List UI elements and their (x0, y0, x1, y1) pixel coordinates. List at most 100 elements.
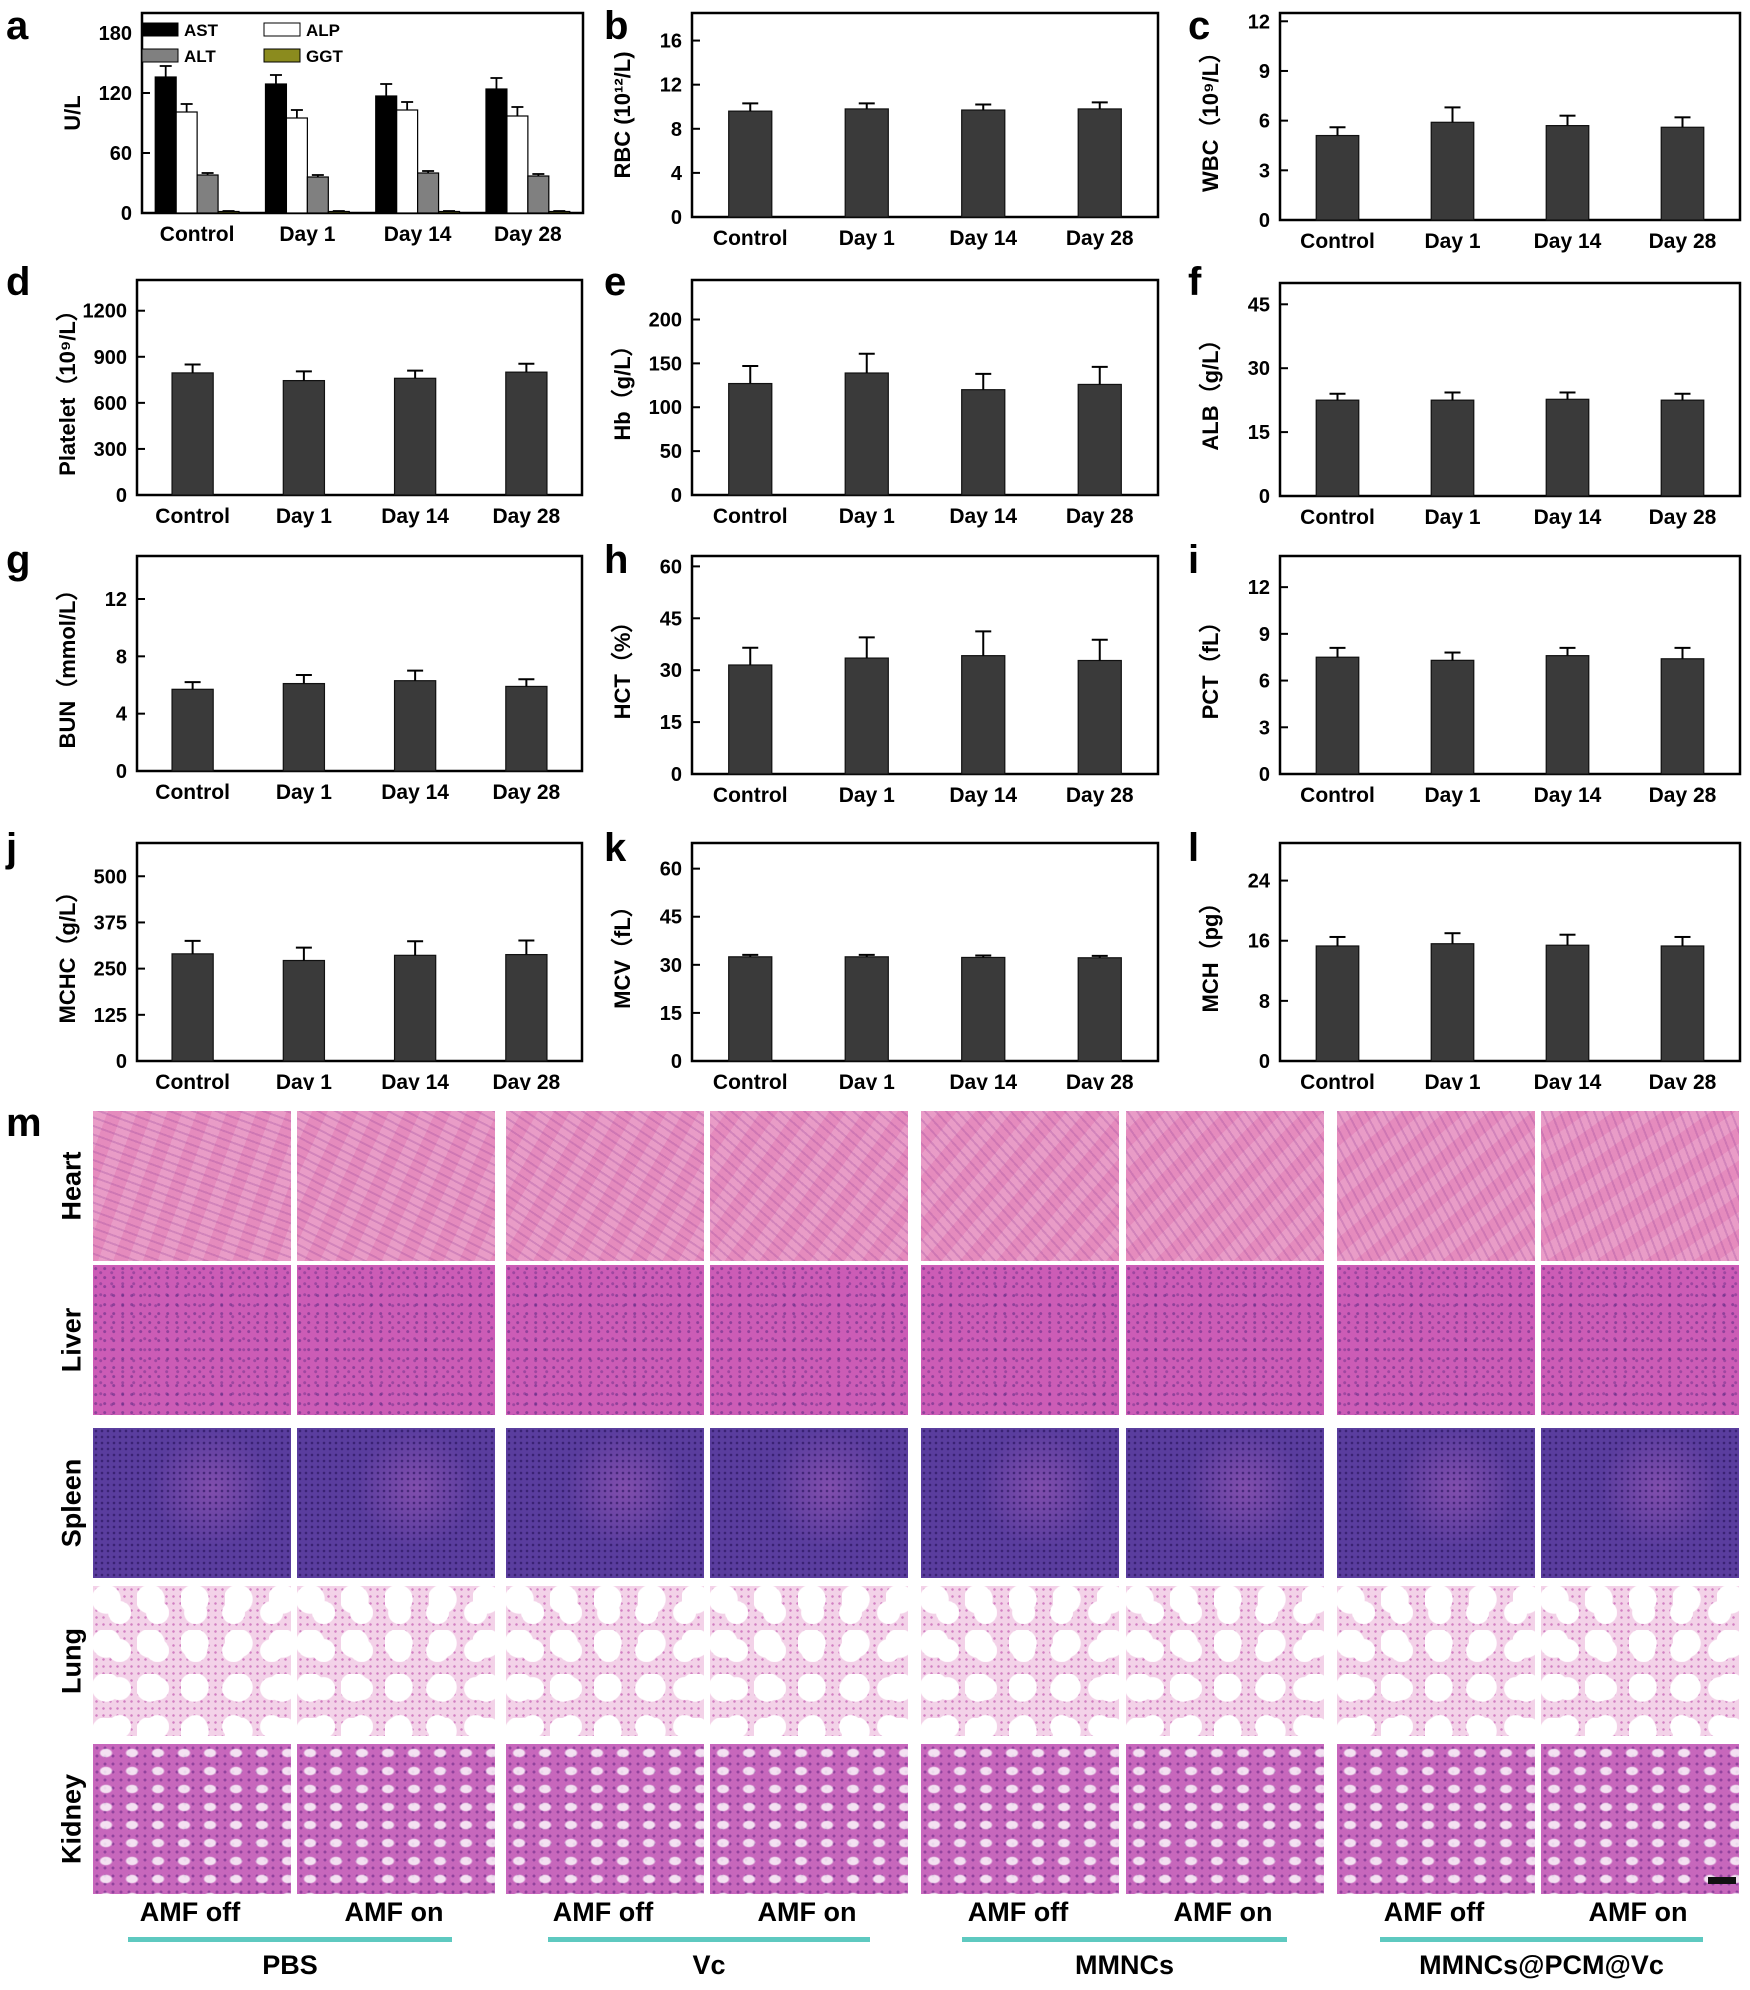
group-underline (1380, 1937, 1703, 1942)
bar (961, 389, 1006, 496)
y-tick-label: 375 (94, 912, 127, 934)
x-tick-label: Day 28 (493, 1071, 561, 1090)
y-tick-label: 0 (671, 764, 682, 786)
chart-k: 0 15 30 45 60 MCV（fL） Control Day 1 Day 14 Day 28 (610, 841, 1160, 1090)
y-tick-label: 0 (1259, 486, 1270, 508)
x-tick-label: Day 1 (839, 227, 895, 250)
y-axis-label: ALB（g/L） (1198, 328, 1223, 450)
panel-label-d: d (6, 260, 31, 304)
y-tick-label: 3 (1259, 160, 1270, 182)
y-axis-label: MCH（pg） (1198, 892, 1223, 1013)
bar (728, 382, 773, 496)
y-tick-label: 24 (1248, 871, 1271, 893)
histology-image-kidney (710, 1744, 908, 1894)
panel-label-l: l (1188, 826, 1200, 870)
histology-image-lung (921, 1586, 1119, 1736)
row-label-lung: Lung (56, 1628, 87, 1694)
column-label: AMF off (967, 1897, 1069, 1927)
histology-image-spleen (710, 1428, 908, 1578)
x-tick-label: Control (155, 781, 230, 804)
x-tick-label: Day 28 (1649, 506, 1717, 529)
histology-image-spleen (1126, 1428, 1324, 1578)
chart-i: 0 3 6 9 12 PCT（fL） Control Day 1 Day 14 Day 28 (1198, 554, 1742, 807)
y-tick-label: 0 (121, 203, 132, 225)
row-label-heart: Heart (56, 1151, 87, 1221)
bar (1315, 134, 1360, 221)
y-tick-label: 12 (660, 75, 682, 97)
y-axis-label: Platelet（10⁹/L） (55, 299, 80, 476)
chart-h: 0 15 30 45 60 HCT（%） Control Day 1 Day 14 Day 28 (610, 554, 1160, 807)
histology-image-kidney (506, 1744, 704, 1894)
histology-image-liver (1541, 1265, 1739, 1415)
histology-image-lung (506, 1586, 704, 1736)
y-tick-label: 0 (1259, 764, 1270, 786)
x-tick-label: Control (713, 1071, 788, 1090)
y-tick-label: 30 (1248, 358, 1270, 380)
bar (505, 371, 548, 496)
bar (282, 959, 326, 1062)
bar (1430, 399, 1475, 497)
bar (171, 372, 214, 496)
x-tick-label: Day 28 (1066, 1071, 1134, 1090)
x-tick-label: Day 14 (1534, 230, 1602, 253)
y-tick-label: 30 (660, 660, 682, 682)
histology-image-kidney (93, 1744, 291, 1894)
histology-image-liver (93, 1265, 291, 1415)
column-label: AMF off (1383, 1897, 1485, 1927)
x-tick-label: Day 28 (1066, 505, 1134, 528)
y-tick-label: 9 (1259, 624, 1270, 646)
y-tick-label: 500 (94, 866, 127, 888)
x-tick-label: Day 1 (839, 784, 895, 807)
histology-image-liver (1337, 1265, 1535, 1415)
y-tick-label: 45 (660, 608, 682, 630)
legend: AST ALP ALT GGT (141, 21, 343, 66)
bar-alt (527, 175, 550, 214)
y-tick-label: 0 (116, 761, 127, 783)
plot-frame (690, 278, 1160, 497)
histology-image-liver (921, 1265, 1119, 1415)
bar (1315, 399, 1360, 497)
y-axis-label: BUN（mmol/L） (55, 579, 80, 749)
legend-label: GGT (306, 47, 343, 66)
x-tick-label: Day 1 (1424, 784, 1480, 807)
histology-image-heart (297, 1111, 495, 1261)
bar (844, 372, 889, 496)
y-tick-label: 30 (660, 955, 682, 977)
plot-frame (1278, 11, 1742, 222)
x-tick-label: Day 28 (1066, 227, 1134, 250)
bar-alp (285, 117, 308, 214)
bar (1430, 659, 1475, 775)
legend-swatch (141, 48, 179, 63)
bar (393, 680, 437, 772)
plot-frame (1278, 554, 1742, 776)
y-tick-label: 12 (105, 589, 127, 611)
bar (961, 109, 1006, 218)
y-tick-label: 3 (1259, 717, 1270, 739)
y-axis-label: U/L (60, 95, 85, 130)
x-tick-label: Day 28 (1649, 1071, 1717, 1090)
histology-image-kidney (1541, 1744, 1739, 1894)
bar (1545, 125, 1590, 221)
y-tick-label: 0 (671, 1051, 682, 1073)
column-label: AMF on (757, 1897, 857, 1927)
y-tick-label: 60 (110, 143, 132, 165)
plot-frame (140, 11, 585, 215)
panel-label-j: j (6, 826, 18, 870)
bar (171, 688, 214, 772)
plot-frame (1278, 841, 1742, 1063)
x-tick-label: Day 14 (381, 781, 449, 804)
bar (505, 685, 548, 772)
group-underline (548, 1937, 870, 1942)
y-tick-label: 4 (116, 704, 128, 726)
histology-image-spleen (93, 1428, 291, 1578)
x-tick-label: Control (713, 784, 788, 807)
panel-label-g: g (6, 538, 31, 582)
histology-image-heart (506, 1111, 704, 1261)
y-tick-label: 45 (660, 907, 682, 929)
x-tick-label: Day 14 (384, 223, 452, 246)
histology-image-heart (710, 1111, 908, 1261)
x-tick-label: Day 14 (949, 784, 1017, 807)
chart-e: 0 50 100 150 200 Hb（g/L） Control Day 1 Day 14 Day… (610, 278, 1160, 528)
